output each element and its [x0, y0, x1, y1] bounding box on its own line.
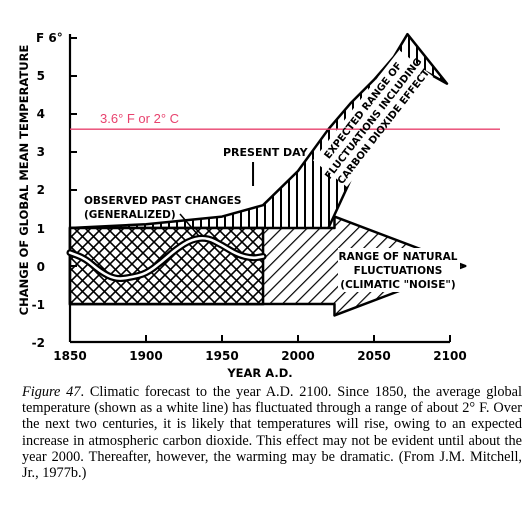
expected-range-label-box: [312, 50, 434, 187]
x-axis-label: YEAR A.D.: [226, 366, 292, 380]
x-tick-label: 2100: [433, 349, 466, 363]
line-layer: [66, 128, 500, 283]
x-tick-label: 1950: [205, 349, 238, 363]
y-tick-label: 2: [37, 183, 45, 197]
expected-range-label: EXPECTED RANGE OF FLUCTUATIONS INCLUDING…: [323, 57, 433, 187]
caption-text: . Climatic forecast to the year A.D. 210…: [22, 384, 522, 482]
x-tick-label: 1900: [129, 349, 162, 363]
y-tick-label: -1: [32, 298, 45, 312]
y-tick-label: -2: [32, 336, 45, 350]
y-unit-label: F 6°: [36, 31, 63, 45]
figure-label: Figure 47: [22, 384, 81, 400]
y-tick-label: 5: [37, 69, 45, 83]
y-tick-label: 3: [37, 145, 45, 159]
natural-range-label-line2: FLUCTUATIONS: [354, 265, 443, 277]
present-day-label: PRESENT DAY: [223, 146, 309, 159]
natural-range-label-box: [338, 248, 460, 292]
figure-caption: Figure 47. Climatic forecast to the year…: [22, 384, 522, 481]
y-tick-label: 4: [37, 107, 45, 121]
y-tick-label: 0: [37, 260, 45, 274]
x-tick-label: 2050: [357, 349, 390, 363]
axes: [68, 34, 451, 344]
natural-range-label-line3: (CLIMATIC "NOISE"): [340, 279, 455, 291]
observed-curve: [68, 236, 265, 280]
climate-forecast-chart: CHANGE OF GLOBAL MEAN TEMPERATURE F 6° 5…: [17, 31, 500, 380]
observed-label-pointer: [179, 213, 200, 237]
observed-label-line1: OBSERVED PAST CHANGES: [84, 195, 241, 207]
observed-label-line2: (GENERALIZED): [84, 209, 176, 221]
x-tick-label: 2000: [281, 349, 314, 363]
range-regions: [68, 32, 467, 317]
natural-range-label-line1: RANGE OF NATURAL: [339, 251, 458, 263]
y-axis-label: CHANGE OF GLOBAL MEAN TEMPERATURE: [17, 45, 31, 316]
expected-range-label-box-group: [312, 50, 434, 187]
reference-line-label: 3.6° F or 2° C: [100, 111, 179, 126]
x-tick-label: 1850: [53, 349, 86, 363]
y-tick-label: 1: [37, 222, 45, 236]
